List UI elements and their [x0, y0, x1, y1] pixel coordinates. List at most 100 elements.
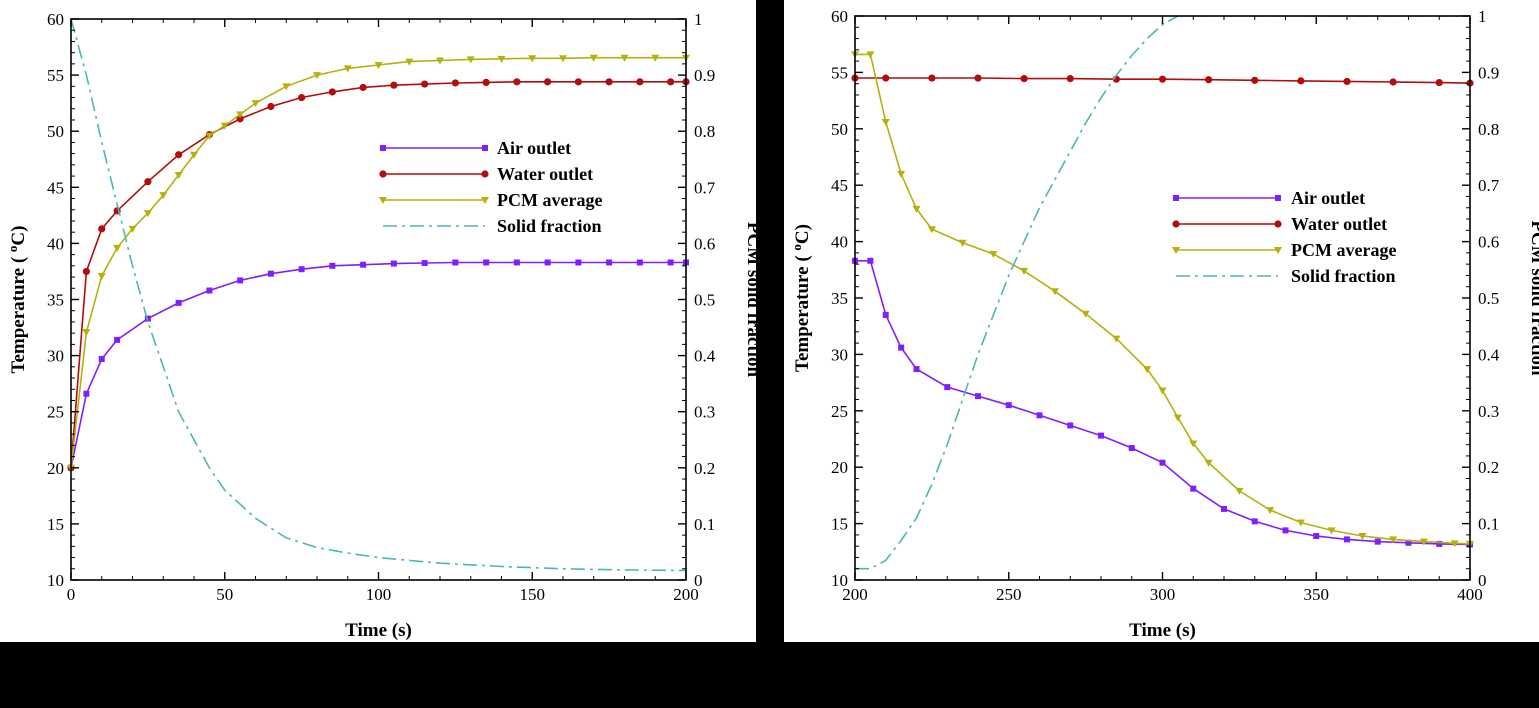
right-chart-panel: 200 250 300 350 400 10 15 20 25 30 35 40 45 50 55 60 0 0.… — [784, 0, 1539, 642]
data-point-air — [237, 277, 244, 284]
data-point-water — [298, 93, 306, 102]
x-tick-label: 400 — [1457, 585, 1483, 604]
data-point-water — [544, 78, 552, 86]
data-point-pcm — [97, 272, 106, 280]
legend-marker-water — [379, 170, 387, 178]
y-right-tick-label: 0.8 — [1478, 120, 1499, 139]
legend-marker-pcm — [379, 197, 387, 204]
data-point-water — [144, 178, 152, 186]
data-point-air — [98, 355, 105, 362]
series-line-water — [71, 81, 686, 468]
data-point-pcm — [1050, 288, 1059, 296]
y-left-tick-label: 50 — [831, 120, 848, 139]
data-point-air — [882, 311, 889, 318]
data-point-air — [1405, 539, 1412, 546]
y-left-tick-label: 20 — [831, 458, 848, 477]
legend-marker-pcm — [481, 197, 489, 204]
data-point-air — [1221, 505, 1227, 512]
data-point-water — [1343, 77, 1351, 86]
y-right-axis-label: PCM solid fraction — [743, 222, 756, 378]
legend-marker-pcm — [1274, 247, 1282, 254]
legend-marker-air — [482, 145, 488, 151]
y-right-axis-label: PCM solid fraction — [1527, 220, 1539, 376]
data-point-pcm — [1204, 459, 1213, 467]
y-left-tick-label: 10 — [47, 571, 64, 590]
data-point-pcm — [866, 51, 875, 59]
data-point-water — [928, 74, 936, 82]
y-left-axis-label: Temperature ( oC) — [5, 226, 30, 374]
data-point-pcm — [113, 244, 122, 252]
x-axis-label: Time (s) — [1129, 620, 1196, 641]
data-point-water — [1251, 76, 1259, 84]
data-point-pcm — [205, 132, 214, 140]
legend-label-pcm: PCM average — [1291, 240, 1396, 260]
data-point-air — [1282, 527, 1289, 534]
y-left-tick-label: 25 — [831, 402, 848, 421]
data-point-air — [1159, 459, 1166, 466]
y-left-tick-label: 55 — [47, 66, 64, 85]
y-right-tick-label: 0.8 — [694, 122, 715, 141]
y-left-tick-label: 55 — [831, 63, 848, 82]
data-point-pcm — [881, 119, 890, 127]
y-left-tick-label: 50 — [47, 122, 64, 141]
data-point-pcm — [1296, 519, 1305, 527]
data-point-air — [1313, 533, 1320, 540]
x-tick-label: 200 — [842, 585, 868, 604]
data-point-air — [513, 259, 520, 266]
data-point-pcm — [466, 56, 475, 64]
y-left-tick-label: 30 — [831, 345, 848, 364]
data-point-pcm — [651, 54, 660, 62]
data-point-air — [867, 257, 874, 264]
x-tick-label: 250 — [996, 585, 1022, 604]
data-point-air — [452, 259, 459, 266]
data-point-pcm — [436, 57, 444, 65]
data-point-water — [605, 78, 613, 86]
data-point-pcm — [1419, 538, 1428, 546]
y-right-tick-label: 0.1 — [1478, 515, 1499, 534]
y-right-tick-label: 0.7 — [694, 178, 716, 197]
y-left-tick-label: 15 — [831, 515, 848, 534]
legend-marker-air — [380, 145, 386, 151]
x-axis-label: Time (s) — [345, 620, 412, 641]
y-right-tick-label: 0.9 — [1478, 63, 1499, 82]
data-point-air — [606, 259, 613, 266]
data-point-pcm — [236, 111, 245, 119]
y-right-tick-label: 0.4 — [1478, 345, 1500, 364]
data-point-pcm — [313, 72, 321, 80]
right-line-chart: 200 250 300 350 400 10 15 20 25 30 35 40 45 50 55 60 0 0.… — [789, 7, 1539, 641]
data-point-air — [636, 259, 643, 266]
y-left-tick-label: 40 — [831, 233, 848, 252]
legend-marker-pcm — [1172, 247, 1180, 254]
y-right-tick-label: 0.3 — [1478, 402, 1499, 421]
data-point-air — [329, 262, 336, 269]
data-point-water — [328, 88, 336, 96]
y-left-tick-label: 60 — [47, 10, 64, 29]
y-right-tick-label: 0.2 — [694, 459, 715, 478]
data-point-air — [575, 259, 582, 266]
data-point-pcm — [282, 83, 291, 91]
y-left-axis-label: Temperature ( oC) — [789, 224, 814, 372]
data-point-air — [975, 393, 981, 400]
legend-label-pcm: PCM average — [497, 190, 602, 210]
legend-marker-water — [1172, 220, 1180, 228]
data-point-air — [144, 315, 151, 322]
y-left-tick-label: 40 — [47, 234, 64, 253]
x-tick-label: 300 — [1150, 585, 1176, 604]
data-point-pcm — [1173, 414, 1182, 422]
data-point-water — [574, 78, 582, 86]
data-point-pcm — [1158, 387, 1167, 395]
data-point-air — [175, 299, 182, 306]
data-point-water — [175, 151, 183, 159]
data-point-pcm — [589, 54, 598, 62]
data-point-air — [667, 259, 674, 266]
data-point-water — [636, 78, 644, 86]
data-point-air — [421, 260, 428, 267]
data-point-pcm — [497, 55, 506, 63]
data-point-pcm — [1235, 487, 1244, 495]
data-point-pcm — [220, 122, 229, 130]
data-point-water — [482, 78, 490, 86]
data-point-pcm — [1081, 310, 1090, 318]
data-point-pcm — [374, 62, 383, 70]
series-line-pcm — [855, 53, 1470, 545]
y-left-tick-label: 20 — [47, 459, 64, 478]
